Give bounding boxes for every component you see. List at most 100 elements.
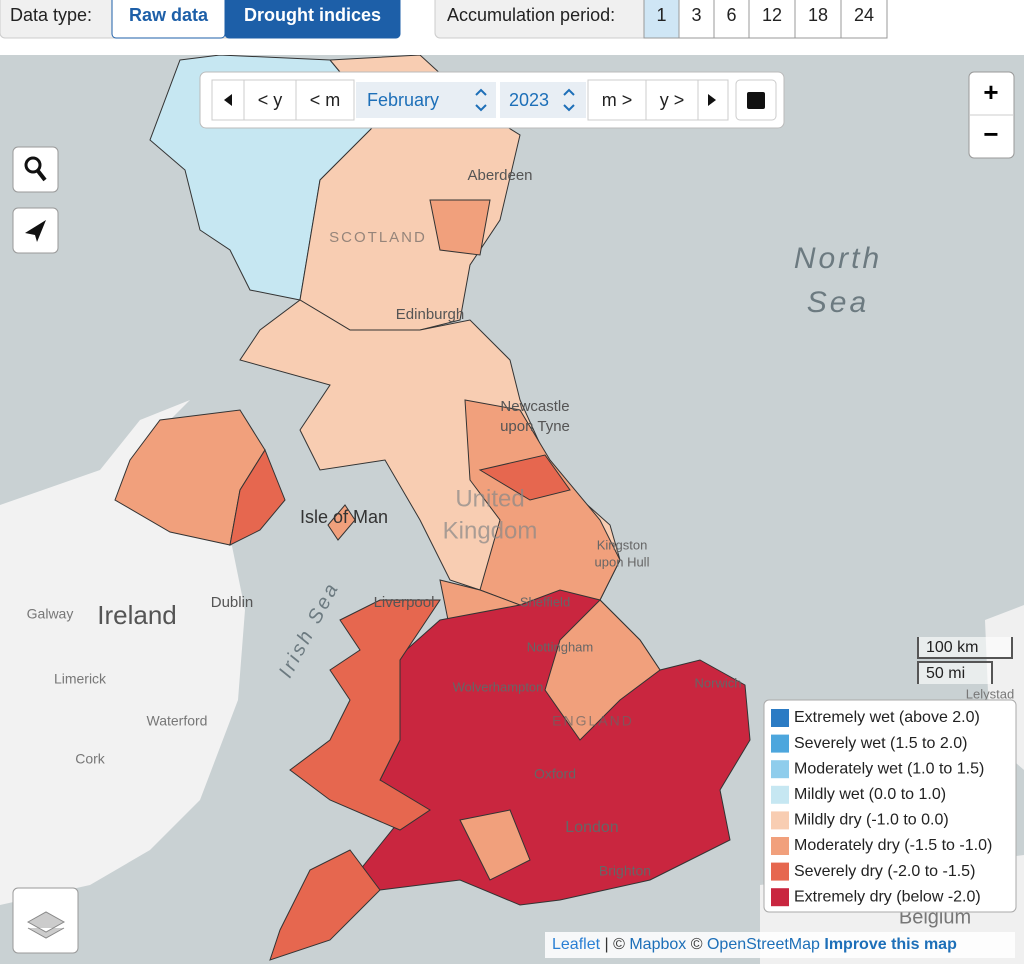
legend-swatch (771, 811, 789, 830)
city-label: Lelystad (966, 686, 1014, 701)
search-icon (36, 169, 47, 182)
accumulation-text: 18 (808, 5, 828, 25)
layers-icon (26, 911, 66, 939)
attribution-text: Leaflet | © Mapbox © OpenStreetMap Impro… (552, 936, 957, 953)
country-label: Kingdom (443, 517, 538, 544)
mapbox-link[interactable]: Mapbox (629, 936, 686, 953)
attribution-sep: | © (605, 936, 626, 953)
month-text: February (367, 90, 439, 110)
city-label: Cork (75, 751, 106, 767)
region (229, 448, 286, 546)
scale-imperial (917, 661, 993, 684)
city-label: Nottingham (527, 639, 593, 654)
accumulation-text: 24 (854, 5, 874, 25)
accumulation-button[interactable] (678, 0, 715, 39)
zoom-out[interactable]: − (983, 119, 998, 149)
scale-text: 50 mi (926, 665, 965, 682)
city-label: upon Tyne (500, 418, 570, 435)
city-label: Galway (27, 606, 74, 622)
city-label: Brighton (599, 863, 651, 879)
calendar-icon (747, 92, 765, 109)
city-label: London (565, 819, 618, 836)
data-type-options: Raw data Drought indices (111, 0, 401, 39)
legend-label: Mildly wet (0.0 to 1.0) (794, 786, 946, 803)
accumulation-button[interactable] (748, 0, 796, 39)
legend-label: Mildly dry (-1.0 to 0.0) (794, 812, 949, 829)
accumulation-label: Accumulation period: (447, 5, 615, 25)
legend-swatch (771, 709, 789, 727)
legend-label: Severely dry (-2.0 to -1.5) (794, 863, 975, 880)
data-type-text: Drought indices (244, 5, 381, 25)
next-year-text: y > (660, 90, 685, 110)
city-label: Liverpool (374, 594, 435, 611)
city-label: Kingston (597, 537, 648, 552)
select-icon (475, 88, 487, 112)
city-label: Edinburgh (396, 306, 464, 323)
legend-swatch (771, 734, 789, 753)
legend-items: Extremely wet (above 2.0) Severely wet (1… (771, 709, 992, 907)
legend-swatch (771, 888, 789, 907)
city-label: Sheffield (520, 594, 570, 609)
month-select[interactable] (356, 82, 496, 118)
scale-metric (917, 637, 1013, 659)
next-month-button[interactable] (587, 79, 647, 121)
search-button[interactable] (12, 146, 59, 193)
search-icon (24, 156, 42, 174)
accumulation-button[interactable] (713, 0, 750, 39)
accumulation-button[interactable] (794, 0, 842, 39)
city-label: Oxford (534, 766, 576, 782)
attribution (545, 932, 1015, 958)
osm-link[interactable]: OpenStreetMap (707, 936, 820, 953)
prev-icon (224, 94, 232, 106)
sea-label: Sea (807, 286, 869, 319)
attribution-sep: © (691, 936, 703, 953)
region (269, 849, 381, 961)
legend-swatch (771, 862, 789, 881)
legend-label: Extremely dry (below -2.0) (794, 888, 981, 905)
region (327, 504, 356, 541)
zoom-in[interactable]: + (983, 77, 998, 107)
legend (763, 699, 1017, 913)
data-type-text: Raw data (129, 5, 209, 25)
legend-swatch (771, 837, 789, 855)
country-label: Ireland (97, 600, 177, 630)
accumulation-text: 3 (691, 5, 701, 25)
legend-swatch (771, 760, 789, 779)
next-year-button[interactable] (645, 79, 699, 121)
locate-icon (25, 220, 46, 242)
city-label: upon Hull (595, 554, 650, 569)
ireland-land (0, 400, 245, 905)
accumulation-options: 1 3 6 12 18 24 (643, 0, 888, 39)
next-icon (708, 94, 716, 106)
accumulation-text: 1 (656, 5, 666, 25)
next-month-text: m > (602, 90, 633, 110)
city-label: Newcastle (500, 398, 569, 415)
leaflet-link[interactable]: Leaflet (552, 936, 601, 953)
accumulation-button[interactable] (643, 0, 680, 39)
prev-month-button[interactable] (295, 79, 355, 121)
data-type-button[interactable] (224, 0, 401, 39)
year-text: 2023 (509, 90, 549, 110)
select-icon (563, 88, 575, 112)
accumulation-button[interactable] (840, 0, 888, 39)
city-label: Wolverhampton (453, 679, 544, 694)
legend-label: Moderately dry (-1.5 to -1.0) (794, 837, 992, 854)
data-type-label: Data type: (10, 5, 92, 25)
legend-label: Severely wet (1.5 to 2.0) (794, 735, 967, 752)
improve-link[interactable]: Improve this map (824, 936, 957, 953)
prev-month-text: < m (310, 90, 341, 110)
country-label: ENGLAND (552, 713, 634, 729)
sea-label: North (794, 242, 882, 275)
region (478, 454, 571, 501)
city-label: Limerick (54, 671, 107, 687)
country-label: SCOTLAND (329, 229, 427, 246)
accumulation-text: 12 (762, 5, 782, 25)
legend-label: Moderately wet (1.0 to 1.5) (794, 760, 984, 777)
scale-text: 100 km (926, 639, 978, 656)
city-label: Norwich (695, 675, 742, 690)
region (289, 599, 441, 831)
year-select[interactable] (500, 82, 586, 118)
city-label: Aberdeen (467, 167, 532, 184)
city-label: Waterford (147, 713, 208, 729)
country-label: United (455, 485, 524, 512)
